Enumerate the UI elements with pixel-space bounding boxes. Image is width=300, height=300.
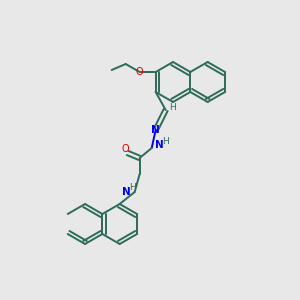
Text: H: H (129, 182, 136, 191)
Text: N: N (122, 187, 131, 197)
Text: N: N (155, 140, 164, 150)
Text: H: H (169, 103, 176, 112)
Text: H: H (162, 136, 169, 146)
Text: O: O (122, 144, 130, 154)
Text: O: O (136, 67, 143, 77)
Text: N: N (151, 125, 160, 135)
